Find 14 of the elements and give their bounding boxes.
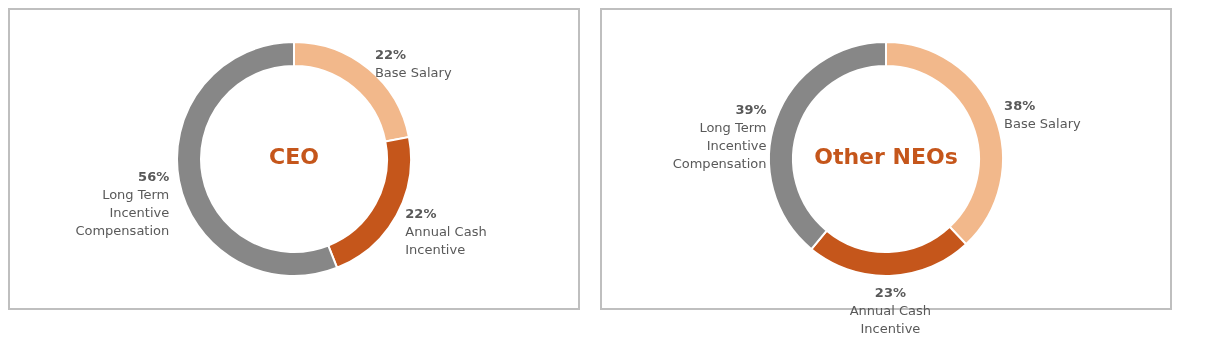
slice-label: Base Salary (374, 65, 452, 81)
data-label: 23% (874, 284, 906, 300)
data-label: 56% (138, 168, 170, 184)
slice-label: Annual Cash Incentive (405, 224, 487, 258)
slice-label: Long Term Incentive Compensation (75, 186, 170, 238)
slice-label: Long Term Incentive Compensation (672, 119, 767, 171)
data-label: 38% (1004, 98, 1036, 114)
text: CEO (269, 144, 319, 169)
slice-label: Base Salary (1004, 116, 1082, 132)
text: Other NEOs (814, 144, 958, 169)
data-label: 39% (735, 101, 767, 117)
data-label: 22% (405, 206, 437, 222)
slice-label: Annual Cash Incentive (849, 302, 932, 336)
data-label: 22% (374, 47, 407, 63)
